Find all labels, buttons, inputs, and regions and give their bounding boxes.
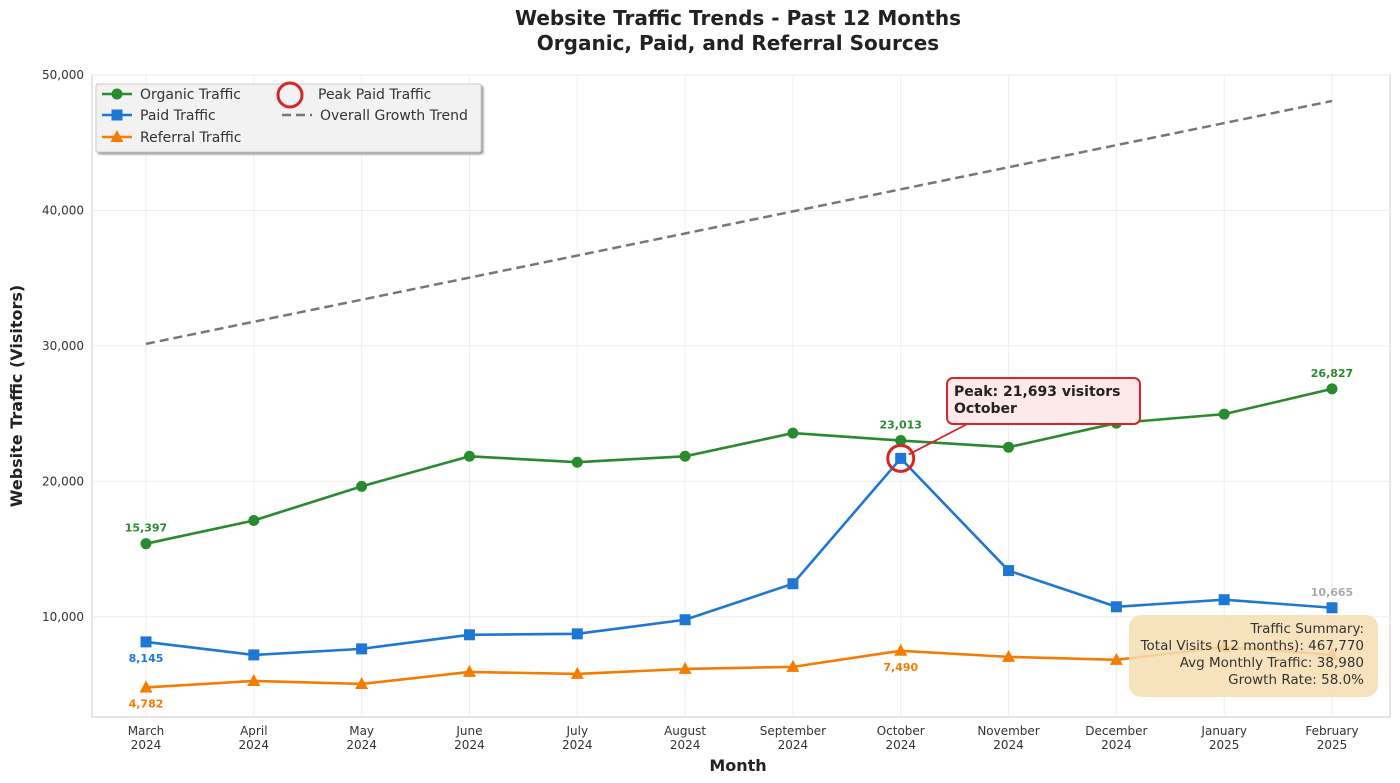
data-point bbox=[462, 664, 476, 677]
x-tick-label: June 2024 bbox=[454, 724, 485, 752]
data-point bbox=[1109, 652, 1123, 665]
x-tick-label: November 2024 bbox=[977, 724, 1039, 752]
y-axis-label: Website Traffic (Visitors) bbox=[7, 285, 26, 507]
data-point bbox=[895, 452, 907, 464]
x-tick-label: August 2024 bbox=[664, 724, 706, 752]
summary-box bbox=[1129, 615, 1378, 697]
data-point bbox=[678, 661, 692, 674]
data-point bbox=[1003, 565, 1015, 577]
data-point bbox=[1218, 594, 1230, 606]
y-tick-label: 10,000 bbox=[42, 610, 84, 624]
data-point bbox=[570, 666, 584, 679]
data-point bbox=[247, 673, 261, 686]
legend-label: Organic Traffic bbox=[140, 87, 241, 103]
legend-label: Referral Traffic bbox=[140, 130, 242, 146]
chart-title: Website Traffic Trends - Past 12 Months bbox=[515, 6, 961, 30]
data-point bbox=[1003, 441, 1015, 453]
data-point bbox=[140, 538, 152, 550]
legend-marker bbox=[110, 130, 124, 142]
chart-subtitle: Organic, Paid, and Referral Sources bbox=[537, 31, 939, 55]
y-tick-label: 30,000 bbox=[42, 339, 84, 353]
y-tick-label: 40,000 bbox=[42, 203, 84, 217]
peak-annotation-box bbox=[946, 377, 1141, 425]
peak-annotation-line2: October bbox=[954, 401, 1017, 417]
legend-peak-icon bbox=[276, 81, 304, 109]
series-line-3 bbox=[145, 99, 1333, 346]
legend-marker bbox=[111, 109, 123, 121]
data-point bbox=[463, 450, 475, 462]
data-point bbox=[1218, 408, 1230, 420]
peak-arrow bbox=[908, 419, 976, 456]
data-label: 10,665 bbox=[1311, 586, 1353, 599]
data-label: 8,145 bbox=[129, 652, 164, 665]
legend-label: Peak Paid Traffic bbox=[318, 87, 431, 103]
x-tick-label: January 2025 bbox=[1200, 724, 1247, 752]
data-point bbox=[356, 643, 368, 655]
summary-line: Avg Monthly Traffic: 38,980 bbox=[1180, 655, 1364, 671]
data-point bbox=[787, 427, 799, 439]
data-point bbox=[248, 649, 260, 661]
x-tick-label: May 2024 bbox=[346, 724, 377, 752]
data-point bbox=[1326, 602, 1338, 614]
x-tick-label: September 2024 bbox=[760, 724, 826, 752]
x-tick-label: March 2024 bbox=[128, 724, 165, 752]
legend-label: Overall Growth Trend bbox=[320, 108, 468, 124]
x-axis-label: Month bbox=[709, 756, 766, 775]
data-point bbox=[786, 659, 800, 672]
summary-line: Total Visits (12 months): 467,770 bbox=[1140, 638, 1364, 654]
peak-annotation-line1: Peak: 21,693 visitors bbox=[954, 384, 1121, 400]
data-point bbox=[571, 456, 583, 468]
data-label: 15,397 bbox=[125, 522, 167, 535]
data-point bbox=[463, 629, 475, 641]
legend-label: Paid Traffic bbox=[140, 108, 216, 124]
x-tick-label: December 2024 bbox=[1085, 724, 1147, 752]
summary-line: Growth Rate: 58.0% bbox=[1228, 672, 1364, 688]
data-point bbox=[679, 450, 691, 462]
data-point bbox=[140, 636, 152, 648]
data-label: 26,827 bbox=[1311, 367, 1353, 380]
data-point bbox=[679, 614, 691, 626]
data-point bbox=[248, 514, 260, 526]
x-tick-label: April 2024 bbox=[239, 724, 270, 752]
x-tick-label: July 2024 bbox=[562, 724, 593, 752]
y-tick-label: 20,000 bbox=[42, 474, 84, 488]
data-point bbox=[894, 643, 908, 656]
data-label: 4,782 bbox=[129, 697, 164, 710]
plot-area bbox=[91, 74, 1391, 718]
data-label: 23,013 bbox=[880, 419, 922, 432]
y-tick-label: 50,000 bbox=[42, 68, 84, 82]
data-point bbox=[139, 680, 153, 693]
data-point bbox=[355, 676, 369, 689]
series-line-1 bbox=[145, 456, 1333, 657]
data-point bbox=[895, 435, 907, 447]
data-point bbox=[1002, 649, 1016, 662]
data-point bbox=[571, 628, 583, 640]
peak-marker bbox=[886, 443, 916, 473]
data-point bbox=[787, 578, 799, 590]
data-label: 7,490 bbox=[883, 661, 918, 674]
data-point bbox=[1110, 601, 1122, 613]
data-point bbox=[356, 480, 368, 492]
summary-line: Traffic Summary: bbox=[1249, 621, 1364, 637]
data-point bbox=[1326, 383, 1338, 395]
legend-marker bbox=[111, 88, 123, 100]
x-tick-label: February 2025 bbox=[1305, 724, 1358, 752]
x-tick-label: October 2024 bbox=[877, 724, 925, 752]
